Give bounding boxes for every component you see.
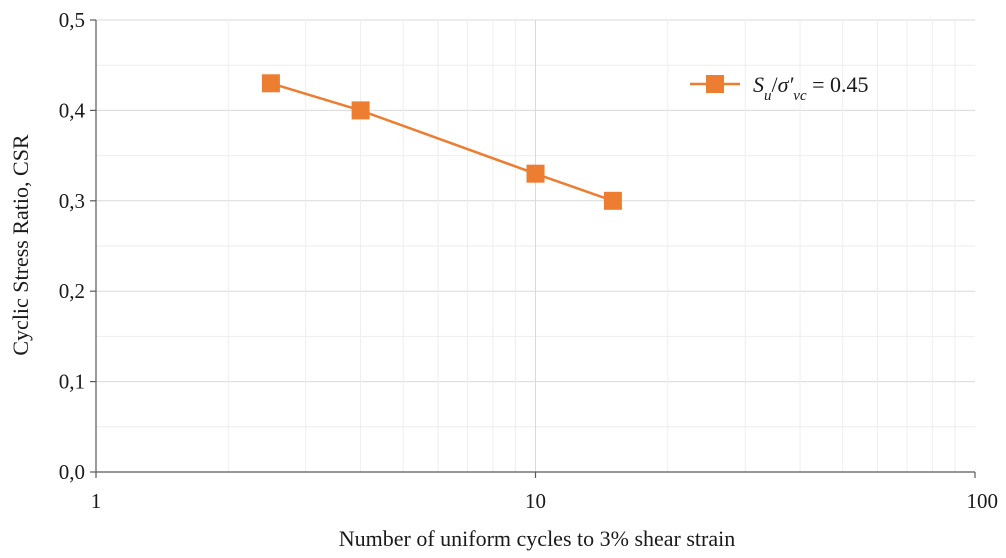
x-tick-label: 100 <box>967 489 999 513</box>
data-point-marker <box>603 191 622 210</box>
tick-labels: 0,0 0,1 0,2 0,3 0,4 0,5 1 10 100 <box>59 8 998 513</box>
legend-label: Su/σ′vc = 0.45 <box>753 72 869 104</box>
y-tick-label: 0,2 <box>59 279 85 303</box>
legend-marker-sample <box>706 75 724 93</box>
legend-symbol: S <box>753 72 764 97</box>
x-axis-title: Number of uniform cycles to 3% shear str… <box>339 526 736 551</box>
gridlines <box>96 19 975 472</box>
data-point-marker <box>526 164 545 183</box>
series-layer <box>261 74 622 210</box>
x-tick-label: 1 <box>91 489 102 513</box>
legend-symbol-sub: u <box>764 88 772 104</box>
y-axis-title: Cyclic Stress Ratio, CSR <box>8 134 33 356</box>
legend: Su/σ′vc = 0.45 <box>690 72 869 104</box>
data-point-marker <box>261 74 280 93</box>
legend-sigma: σ′ <box>778 72 795 97</box>
y-tick-label: 0,3 <box>59 189 85 213</box>
y-tick-label: 0,5 <box>59 8 85 32</box>
y-tick-label: 0,1 <box>59 370 85 394</box>
legend-value: = 0.45 <box>807 72 869 97</box>
y-tick-label: 0,0 <box>59 460 85 484</box>
y-tick-label: 0,4 <box>59 98 86 122</box>
data-point-marker <box>351 101 370 120</box>
series-line <box>270 82 614 202</box>
x-tick-label: 10 <box>525 489 546 513</box>
axes <box>90 19 976 478</box>
legend-sigma-sub: vc <box>793 88 807 104</box>
legend-slash: / <box>772 72 779 97</box>
